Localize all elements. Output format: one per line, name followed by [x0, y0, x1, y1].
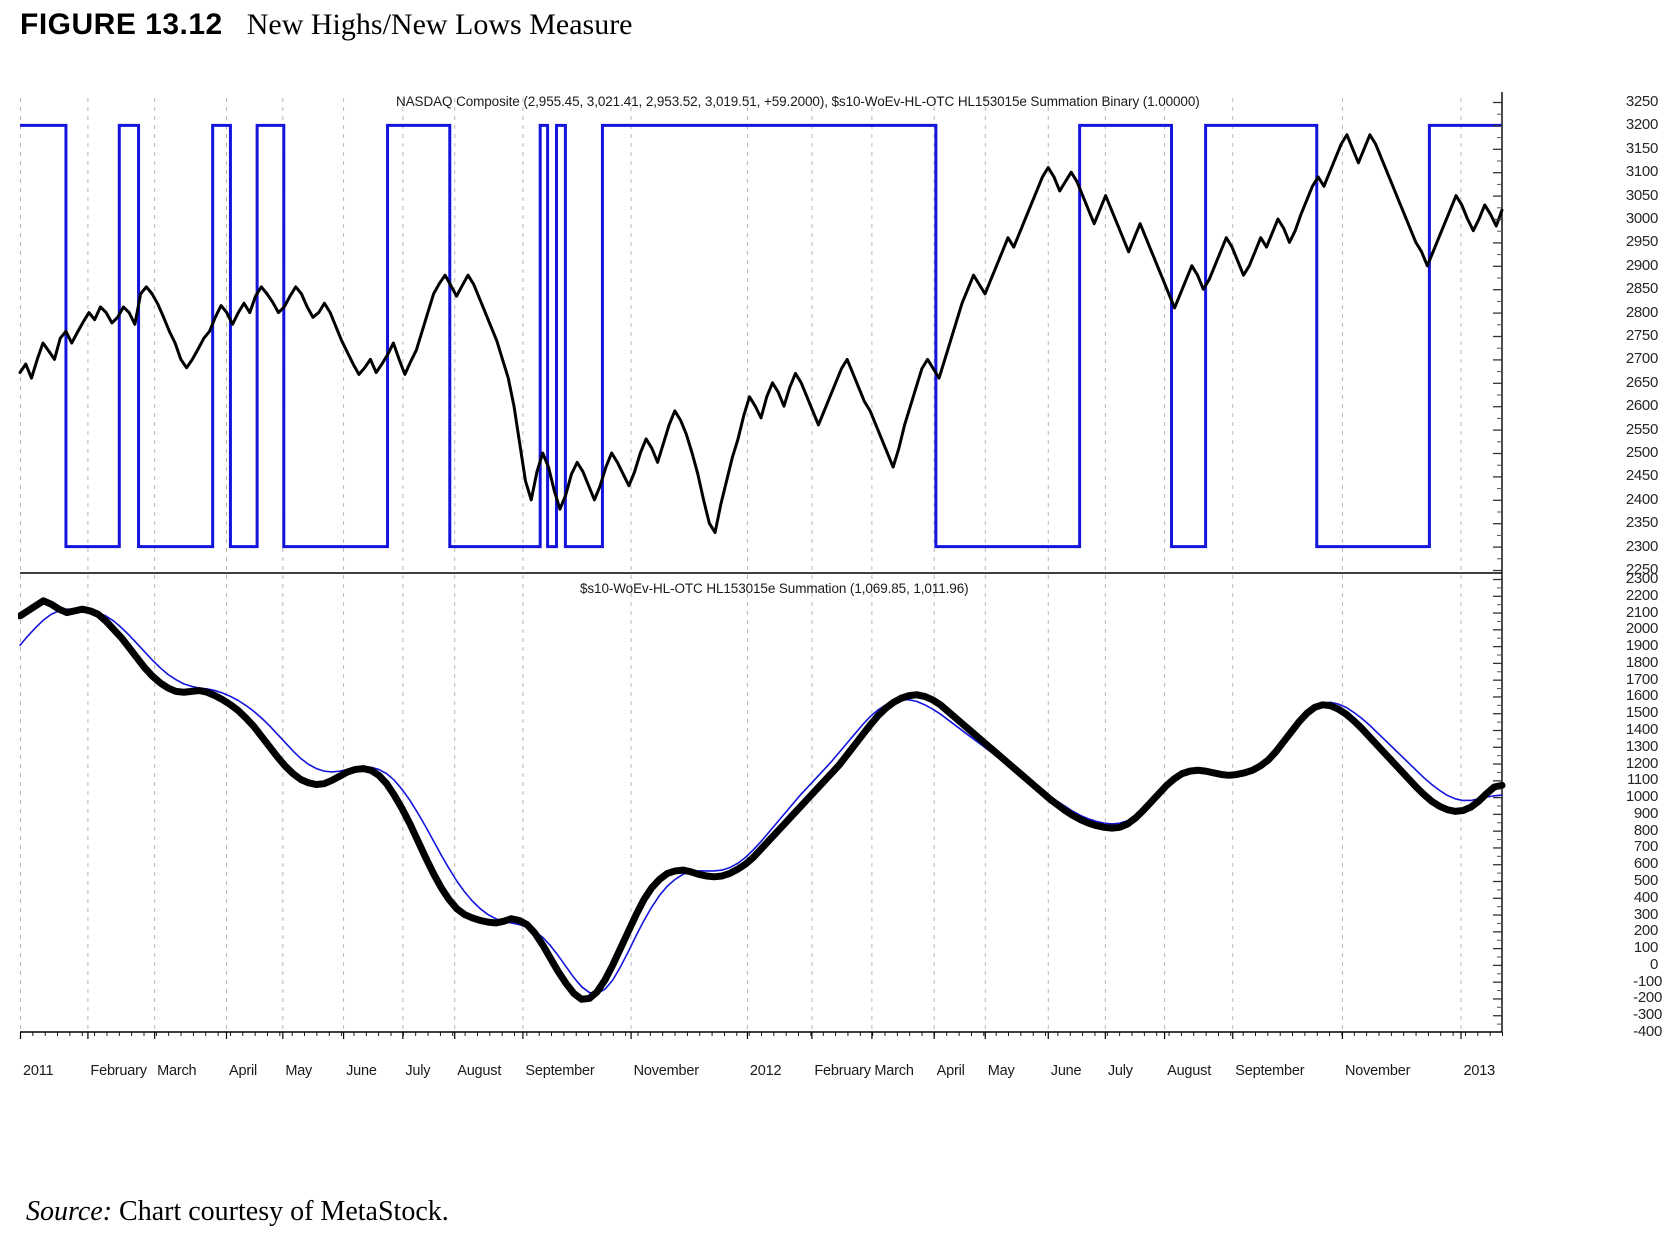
x-axis-tick-label: June — [346, 1063, 377, 1079]
source-text: Chart courtesy of MetaStock. — [119, 1196, 449, 1227]
x-axis-tick-label: August — [1167, 1063, 1212, 1079]
figure-caption: FIGURE 13.12 New Highs/New Lows Measure — [20, 8, 633, 42]
y-axis-tick-label: 3050 — [1625, 186, 1658, 204]
x-axis-tick-label: February — [814, 1063, 871, 1079]
y-axis-tick-label: 400 — [1633, 888, 1658, 906]
x-axis-tick-label: April — [228, 1063, 257, 1079]
y-axis-tick-label: 2450 — [1625, 467, 1658, 485]
figure-label: FIGURE 13.12 — [20, 8, 223, 41]
y-axis-tick-label: 1800 — [1625, 653, 1658, 671]
y-axis-tick-label: 1700 — [1625, 670, 1658, 688]
x-axis-tick-label: June — [1050, 1063, 1082, 1079]
y-axis-tick-label: 1900 — [1625, 637, 1658, 655]
source-note: Source: Chart courtesy of MetaStock. — [26, 1196, 449, 1228]
y-axis-tick-label: 1200 — [1625, 754, 1658, 772]
source-label: Source: — [26, 1196, 113, 1227]
y-axis-tick-label: 2100 — [1625, 603, 1658, 621]
x-axis-tick-label: July — [405, 1063, 431, 1079]
y-axis-tick-label: 2000 — [1625, 620, 1658, 638]
y-axis-tick-label: 2650 — [1625, 373, 1658, 391]
y-axis-tick-label: 0 — [1649, 955, 1658, 973]
y-axis-tick-label: 2750 — [1625, 327, 1658, 344]
x-axis-labels: 2011 February March April May June July August S… — [18, 1063, 1508, 1085]
y-axis-tick-label: 600 — [1633, 855, 1658, 873]
price-panel-title: NASDAQ Composite (2,955.45, 3,021.41, 2,… — [396, 94, 1200, 109]
y-axis-tick-label: 2900 — [1625, 256, 1658, 274]
y-axis-tick-label: -300 — [1633, 1006, 1662, 1024]
y-axis-tick-label: 3250 — [1625, 93, 1658, 110]
x-axis-tick-label: 2013 — [1463, 1063, 1496, 1079]
x-axis-tick-label: November — [1344, 1063, 1411, 1079]
x-axis-tick-label: February — [90, 1063, 147, 1079]
x-axis-tick-label: March — [874, 1063, 914, 1079]
x-axis-tick-label: May — [987, 1063, 1015, 1079]
y-axis-tick-label: 1400 — [1625, 721, 1658, 738]
x-axis-tick-label: March — [157, 1063, 197, 1079]
y-axis-tick-label: 3000 — [1625, 210, 1658, 227]
summation-panel-title: $s10-WoEv-HL-OTC HL153015e Summation (1,… — [580, 581, 969, 596]
y-axis-tick-label: 2500 — [1625, 444, 1658, 461]
y-axis-tick-label: 2250 — [1625, 561, 1658, 578]
x-axis-tick-label: 2012 — [749, 1063, 782, 1079]
y-axis-tick-label: 100 — [1633, 939, 1658, 957]
x-axis-tick-label: August — [457, 1063, 502, 1079]
x-axis-tick-label: November — [633, 1063, 699, 1079]
y-axis-tick-label: 2850 — [1625, 280, 1658, 298]
y-axis-labels: 3250 3200 3150 3100 3050 3000 2950 2900 2850 2800… — [1606, 92, 1676, 1072]
y-axis-tick-label: 1500 — [1625, 704, 1658, 722]
y-axis-tick-label: 1000 — [1625, 788, 1658, 806]
chart-svg — [18, 92, 1506, 1039]
y-axis-tick-label: 1300 — [1625, 737, 1658, 755]
y-axis-tick-label: 2200 — [1625, 586, 1658, 604]
x-axis-tick-label: July — [1107, 1063, 1133, 1079]
x-axis-tick-label: May — [285, 1063, 313, 1079]
y-axis-tick-label: 200 — [1633, 922, 1658, 940]
x-axis-tick-label: 2011 — [23, 1063, 54, 1079]
y-axis-tick-label: 700 — [1633, 838, 1658, 856]
y-axis-tick-label: 800 — [1633, 821, 1658, 839]
y-axis-tick-label: 1600 — [1625, 687, 1658, 705]
y-axis-tick-label: 3150 — [1625, 139, 1658, 157]
y-axis-tick-label: 2600 — [1625, 397, 1658, 415]
y-axis-tick-label: 3100 — [1625, 163, 1658, 181]
y-axis-tick-label: 2950 — [1625, 233, 1658, 251]
y-axis-tick-label: 900 — [1633, 804, 1658, 822]
y-axis-tick-label: 2350 — [1625, 514, 1658, 532]
y-axis-tick-label: 2550 — [1625, 420, 1658, 438]
x-axis-tick-label: September — [525, 1063, 595, 1079]
chart-canvas — [18, 92, 1508, 1062]
y-axis-tick-label: -400 — [1633, 1023, 1662, 1040]
y-axis-tick-label: 300 — [1633, 905, 1658, 923]
y-axis-tick-label: 2400 — [1625, 490, 1658, 508]
y-axis-tick-label: 1100 — [1626, 771, 1658, 789]
y-axis-tick-label: 2800 — [1625, 303, 1658, 321]
y-axis-tick-label: 500 — [1633, 872, 1658, 889]
y-axis-tick-label: -100 — [1633, 972, 1662, 990]
y-axis-tick-label: 2300 — [1625, 570, 1658, 587]
y-axis-tick-label: -200 — [1633, 989, 1662, 1007]
y-axis-tick-label: 2300 — [1625, 537, 1658, 555]
x-axis-tick-label: April — [936, 1063, 965, 1079]
y-axis-tick-label: 3200 — [1625, 116, 1658, 134]
y-axis-tick-label: 2700 — [1625, 350, 1658, 368]
page-title: New Highs/New Lows Measure — [246, 8, 633, 41]
x-axis-tick-label: September — [1235, 1063, 1305, 1079]
